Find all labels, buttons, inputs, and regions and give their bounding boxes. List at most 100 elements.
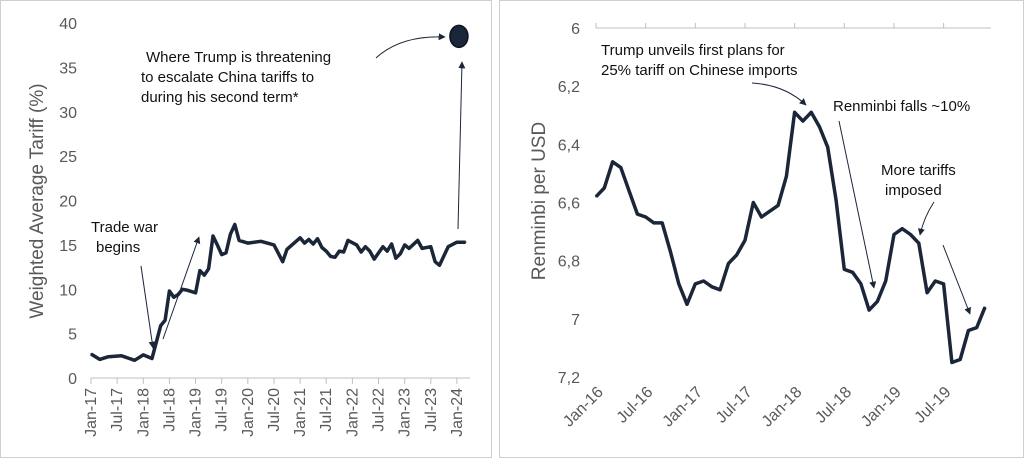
tariff-data-point — [338, 250, 341, 252]
tariff-data-point — [369, 250, 371, 252]
tariff-data-point — [120, 355, 123, 357]
tariff-data-point — [386, 250, 389, 252]
x-tick-label: Jan-23 — [397, 388, 414, 437]
arrow-falls — [838, 120, 877, 289]
renminbi-data-point — [826, 146, 829, 149]
renminbi-series-line — [594, 110, 987, 365]
tariff-data-point — [168, 290, 171, 292]
x-tick-label: Jan-21 — [292, 388, 309, 437]
tariff-data-point — [316, 237, 319, 240]
tariff-data-point — [186, 289, 188, 291]
renminbi-data-point — [719, 288, 721, 291]
y-tick-label: 6,4 — [558, 137, 580, 154]
tariff-data-point — [260, 240, 262, 243]
y-tick-label: 6,2 — [558, 79, 580, 96]
tariff-chart-panel: 0 5 10 15 20 25 30 35 40 Jan-17 Jul-17 Jan-18 Jul-1… — [0, 0, 492, 458]
tariff-data-point — [403, 244, 406, 246]
renminbi-data-point — [760, 216, 763, 218]
tariff-data-point — [90, 353, 92, 355]
y-axis-title: Weighted Average Tariff (%) — [27, 83, 48, 318]
renminbi-data-point — [711, 286, 713, 288]
tariff-data-point — [303, 242, 306, 244]
y-tick-label: 6,8 — [558, 254, 580, 271]
x-tick-label: Jan-18 — [135, 388, 152, 437]
arrow-plan — [751, 82, 807, 106]
renminbi-data-point — [884, 280, 887, 282]
tariff-data-point — [281, 260, 284, 263]
renminbi-data-point — [868, 309, 870, 311]
tariff-data-point — [98, 358, 101, 361]
x-tick-label: Jul-23 — [423, 388, 440, 432]
renminbi-data-point — [669, 251, 672, 253]
renminbi-data-point — [934, 280, 937, 282]
tariff-data-point — [225, 252, 227, 254]
y-tick-label: 7 — [571, 312, 580, 329]
tariff-data-point — [212, 235, 214, 237]
renminbi-data-point — [694, 283, 697, 285]
tariff-data-point — [429, 245, 432, 248]
tariff-chart: 0 5 10 15 20 25 30 35 40 Jan-17 Jul-17 Jan-18 Jul-1… — [27, 16, 470, 437]
renminbi-data-point — [926, 291, 928, 294]
tariff-data-point — [172, 296, 175, 299]
renminbi-data-point — [984, 306, 986, 309]
tariff-data-point — [364, 245, 367, 248]
arrow-up-to-marker — [457, 61, 466, 230]
annotation-falls: Renminbi falls ~10% — [833, 98, 970, 115]
renminbi-data-point — [876, 300, 879, 303]
renminbi-data-point — [628, 190, 630, 192]
renminbi-data-point — [636, 213, 639, 215]
x-tick-label: Jan-17 — [660, 384, 707, 431]
annotation-trump-line3: during his second term* — [141, 89, 299, 106]
renminbi-data-point — [909, 233, 912, 236]
tariff-data-point — [421, 247, 423, 250]
annotation-trade-war-line2: begins — [96, 239, 140, 256]
arrow-more-tariffs — [917, 201, 935, 236]
x-tick-label: Jan-22 — [344, 388, 361, 437]
renminbi-chart-panel: 6 6,2 6,4 6,6 6,8 7 7,2 Jan-16 Jul-16 Jan-17 Jul-… — [499, 0, 1024, 458]
renminbi-data-point — [644, 216, 647, 218]
renminbi-data-point — [661, 222, 664, 224]
tariff-data-point — [456, 241, 458, 244]
tariff-data-point — [229, 233, 232, 236]
renminbi-data-point — [777, 204, 779, 207]
renminbi-data-point — [653, 222, 655, 224]
y-tick-label: 20 — [59, 194, 77, 211]
x-tick-label: Jul-18 — [161, 388, 178, 432]
arrow-to-marker — [375, 33, 446, 59]
tariff-data-point — [216, 244, 219, 246]
annotation-trump-line1: Where Trump is threatening — [146, 49, 331, 66]
tariff-data-point — [194, 292, 197, 294]
arrow-down-right — [942, 244, 971, 315]
renminbi-data-point — [843, 268, 846, 271]
tariff-data-point — [107, 355, 110, 358]
x-tick-label: Jul-17 — [109, 388, 126, 432]
x-tick-label: Jan-20 — [240, 388, 257, 437]
y-tick-label: 0 — [68, 371, 77, 388]
x-tick-label: Jul-21 — [318, 388, 335, 432]
renminbi-data-point — [686, 303, 688, 306]
arrow-trade-war-down — [140, 265, 156, 349]
annotation-more-line1: More tariffs — [881, 162, 956, 179]
tariff-data-point — [447, 245, 450, 248]
tariff-data-point — [334, 256, 336, 259]
x-tick-label: Jul-20 — [266, 388, 283, 432]
tariff-data-point — [299, 236, 301, 239]
renminbi-data-point — [851, 271, 854, 274]
tariff-data-point — [247, 242, 249, 244]
renminbi-data-point — [702, 280, 705, 282]
x-tick-label: Jan-19 — [188, 388, 205, 437]
annotation-trump-line2: to escalate China tariffs to — [141, 69, 314, 86]
tariff-data-point — [347, 239, 349, 242]
y-tick-label: 6,6 — [558, 196, 580, 213]
x-tick-label: Jul-19 — [912, 384, 955, 427]
tariff-data-point — [286, 248, 288, 251]
x-tick-label: Jan-17 — [83, 388, 100, 437]
tariff-data-point — [416, 239, 419, 242]
tariff-data-point — [408, 247, 410, 250]
x-tick-label: Jul-18 — [812, 384, 855, 427]
renminbi-data-point — [818, 126, 821, 128]
x-tick-label: Jul-19 — [214, 388, 231, 432]
tariff-series-line — [90, 222, 466, 363]
renminbi-data-point — [603, 187, 606, 189]
renminbi-data-point — [860, 283, 862, 285]
